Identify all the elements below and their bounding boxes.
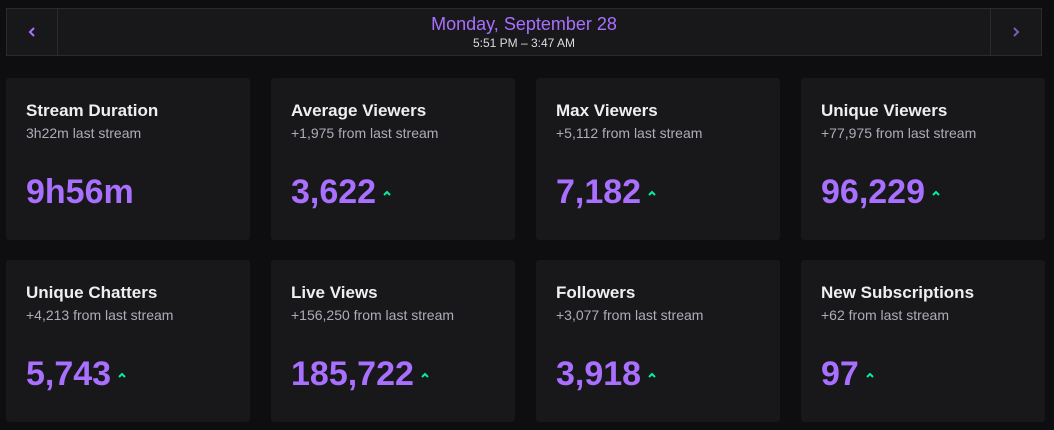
chevron-left-icon — [28, 27, 35, 37]
stat-subtitle: +156,250 from last stream — [291, 307, 455, 323]
stat-value: 97 — [821, 355, 859, 393]
stat-title: Stream Duration — [26, 101, 159, 120]
trend-up-icon — [421, 372, 429, 378]
stream-time-range: 5:51 PM – 3:47 AM — [472, 36, 576, 50]
stat-value: 9h56m — [26, 173, 134, 211]
next-stream-button[interactable] — [990, 9, 1041, 55]
trend-up-icon — [118, 372, 126, 378]
stat-value-row: 97 — [821, 354, 875, 394]
stat-card-new-subscriptions: New Subscriptions +62 from last stream 9… — [801, 260, 1045, 422]
stat-card-followers: Followers +3,077 from last stream 3,918 — [536, 260, 780, 422]
stat-card-unique-viewers: Unique Viewers +77,975 from last stream … — [801, 78, 1045, 240]
stat-card-unique-chatters: Unique Chatters +4,213 from last stream … — [6, 260, 250, 422]
stats-grid: Stream Duration 3h22m last stream 9h56m … — [6, 78, 1046, 422]
date-navigator: Monday, September 28 5:51 PM – 3:47 AM — [6, 8, 1042, 56]
trend-up-icon — [648, 190, 656, 196]
stat-subtitle: 3h22m last stream — [26, 125, 142, 141]
stat-value-row: 9h56m — [26, 172, 134, 212]
stat-value-row: 3,622 — [291, 172, 392, 212]
stat-title: Unique Chatters — [26, 283, 158, 302]
stat-value: 3,622 — [291, 173, 377, 211]
stat-card-live-views: Live Views +156,250 from last stream 185… — [271, 260, 515, 422]
stat-title: New Subscriptions — [821, 283, 975, 302]
stat-value-row: 3,918 — [556, 354, 657, 394]
stat-title: Followers — [556, 283, 636, 302]
stat-title: Live Views — [291, 283, 378, 302]
stat-subtitle: +3,077 from last stream — [556, 307, 704, 323]
stat-value-row: 5,743 — [26, 354, 127, 394]
stat-title: Average Viewers — [291, 101, 427, 120]
stat-value: 96,229 — [821, 173, 925, 211]
stat-value-row: 7,182 — [556, 172, 657, 212]
trend-up-icon — [932, 190, 940, 196]
previous-stream-button[interactable] — [7, 9, 58, 55]
stat-card-stream-duration: Stream Duration 3h22m last stream 9h56m — [6, 78, 250, 240]
stat-title: Unique Viewers — [821, 101, 948, 120]
trend-up-icon — [648, 372, 656, 378]
trend-up-icon — [866, 372, 874, 378]
trend-up-icon — [383, 190, 391, 196]
stat-subtitle: +62 from last stream — [821, 307, 949, 323]
stat-card-average-viewers: Average Viewers +1,975 from last stream … — [271, 78, 515, 240]
stat-subtitle: +4,213 from last stream — [26, 307, 174, 323]
stat-subtitle: +77,975 from last stream — [821, 125, 977, 141]
stat-card-max-viewers: Max Viewers +5,112 from last stream 7,18… — [536, 78, 780, 240]
chevron-right-icon — [1013, 27, 1020, 37]
stat-subtitle: +1,975 from last stream — [291, 125, 439, 141]
stat-value: 7,182 — [556, 173, 642, 211]
stat-value: 185,722 — [291, 355, 414, 393]
stat-subtitle: +5,112 from last stream — [556, 125, 703, 141]
stat-title: Max Viewers — [556, 101, 658, 120]
stat-value: 5,743 — [26, 355, 112, 393]
stat-value-row: 185,722 — [291, 354, 430, 394]
stat-value-row: 96,229 — [821, 172, 941, 212]
stat-value: 3,918 — [556, 355, 642, 393]
stream-date: Monday, September 28 — [431, 14, 617, 34]
stream-date-range: Monday, September 28 5:51 PM – 3:47 AM — [57, 9, 991, 55]
